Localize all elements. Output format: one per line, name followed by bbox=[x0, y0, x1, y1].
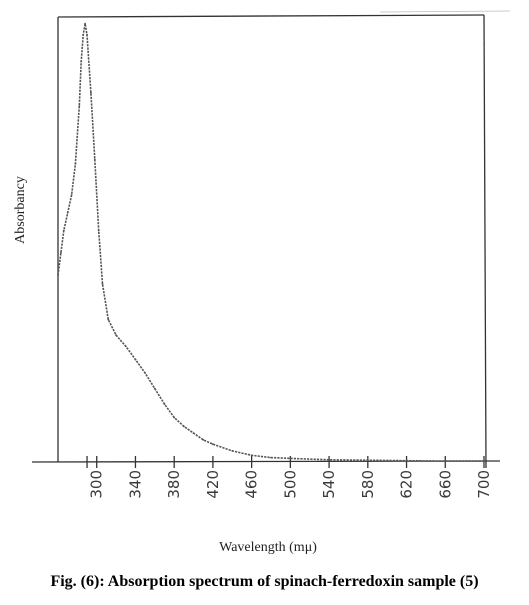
data-point bbox=[90, 91, 92, 94]
x-tick-label: 380 bbox=[165, 470, 183, 499]
scan-mark-top bbox=[379, 10, 511, 13]
data-point bbox=[80, 60, 83, 63]
data-point bbox=[124, 345, 127, 348]
x-tick-label: 300 bbox=[88, 470, 106, 499]
series-points bbox=[57, 22, 485, 462]
x-tick-labels: 300 340 380 420 460 500 540 580 620 660 700 bbox=[88, 470, 493, 499]
data-point bbox=[212, 443, 214, 446]
data-point bbox=[70, 194, 73, 196]
y-axis-label: Absorbancy bbox=[13, 176, 28, 244]
x-tick-label: 660 bbox=[436, 470, 454, 499]
data-point bbox=[163, 403, 166, 405]
data-point bbox=[78, 105, 81, 107]
data-point bbox=[115, 334, 117, 337]
x-tick-label: 460 bbox=[243, 470, 261, 499]
x-axis-label: Wavelength (mμ) bbox=[219, 540, 317, 555]
x-tick-label: 500 bbox=[281, 470, 299, 499]
data-point bbox=[84, 22, 86, 25]
data-point bbox=[93, 158, 96, 161]
data-point bbox=[86, 33, 88, 36]
data-point bbox=[328, 458, 330, 461]
data-point bbox=[202, 438, 205, 441]
data-point bbox=[57, 274, 59, 276]
data-point bbox=[192, 432, 195, 434]
series-line bbox=[57, 22, 484, 462]
data-point bbox=[231, 450, 234, 452]
data-point bbox=[405, 459, 408, 462]
data-point bbox=[107, 318, 110, 321]
data-point bbox=[483, 460, 485, 462]
data-point bbox=[270, 456, 272, 459]
data-point bbox=[289, 457, 292, 460]
data-point bbox=[366, 459, 369, 462]
data-point bbox=[153, 387, 156, 390]
data-point bbox=[444, 460, 447, 462]
data-point bbox=[101, 283, 104, 285]
x-tick-label: 580 bbox=[359, 470, 377, 499]
data-point bbox=[173, 416, 176, 419]
data-point bbox=[66, 211, 69, 214]
data-point bbox=[82, 33, 85, 36]
data-point bbox=[250, 454, 253, 457]
x-tick-label: 540 bbox=[320, 470, 338, 499]
data-point bbox=[60, 252, 62, 254]
frame-right bbox=[483, 14, 487, 469]
x-axis-line bbox=[31, 460, 501, 463]
data-point bbox=[74, 162, 77, 165]
figure-caption: Fig. (6): Absorption spectrum of spinach… bbox=[50, 573, 479, 590]
data-point bbox=[183, 425, 185, 428]
frame-top bbox=[57, 14, 485, 18]
x-tick-label: 620 bbox=[398, 470, 416, 499]
x-tick-label: 420 bbox=[204, 470, 222, 499]
x-tick-label: 700 bbox=[475, 470, 493, 499]
data-point bbox=[97, 229, 100, 232]
data-point bbox=[62, 229, 65, 232]
x-tick-label: 340 bbox=[126, 470, 144, 499]
data-point bbox=[134, 358, 137, 361]
data-point bbox=[144, 372, 147, 374]
